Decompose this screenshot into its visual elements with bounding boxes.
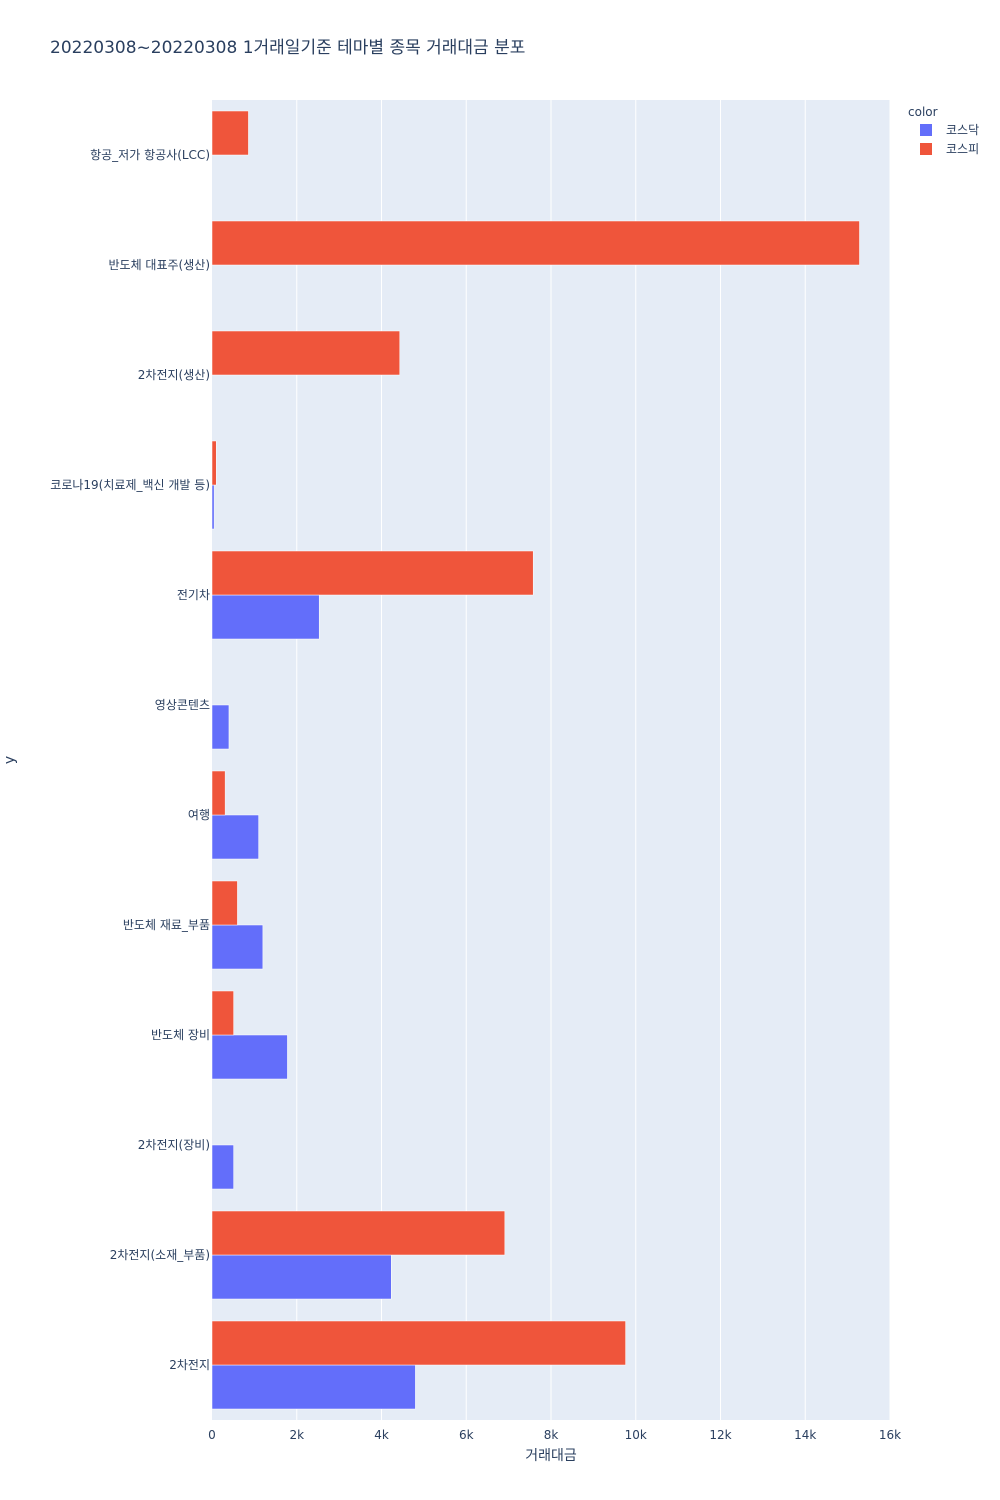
bars bbox=[211, 110, 860, 1410]
legend-swatch[interactable] bbox=[920, 124, 932, 136]
y-tick-label: 코로나19(치료제_백신 개발 등) bbox=[50, 478, 210, 492]
gridlines bbox=[296, 100, 891, 1420]
chart-title: 20220308~20220308 1거래일기준 테마별 종목 거래대금 분포 bbox=[50, 38, 526, 58]
legend-label[interactable]: 코스피 bbox=[946, 142, 979, 156]
x-tick-label: 0 bbox=[208, 1428, 216, 1442]
legend-label[interactable]: 코스닥 bbox=[946, 123, 979, 137]
y-tick-label: 전기차 bbox=[177, 588, 210, 602]
y-tick-label: 2차전지(소재_부품) bbox=[110, 1248, 210, 1262]
y-tick-label: 반도체 장비 bbox=[151, 1028, 210, 1042]
bar-kospi[interactable] bbox=[211, 880, 238, 926]
y-tick-label: 2차전지(장비) bbox=[138, 1138, 210, 1152]
y-tick-label: 반도체 재료_부품 bbox=[123, 918, 210, 932]
bar-kospi[interactable] bbox=[211, 330, 400, 376]
bar-kosdaq[interactable] bbox=[211, 814, 259, 860]
y-axis-ticks: 2차전지 2차전지(소재_부품) 2차전지(장비) 반도체 장비 반도체 재료_부품 여행… bbox=[50, 148, 210, 1372]
bar-kosdaq[interactable] bbox=[211, 594, 320, 640]
x-tick-label: 6k bbox=[459, 1428, 474, 1442]
y-tick-label: 영상콘텐츠 bbox=[155, 698, 210, 712]
x-tick-label: 2k bbox=[289, 1428, 304, 1442]
bar-kosdaq[interactable] bbox=[211, 924, 264, 970]
bar-kospi[interactable] bbox=[211, 1210, 506, 1256]
x-tick-label: 4k bbox=[374, 1428, 389, 1442]
bar-kospi[interactable] bbox=[211, 1320, 626, 1366]
bar-kospi[interactable] bbox=[211, 110, 249, 156]
bar-kospi[interactable] bbox=[211, 550, 534, 596]
x-axis-title: 거래대금 bbox=[525, 1448, 577, 1464]
x-axis-ticks: 0 2k 4k 6k 8k 10k 12k 14k 16k bbox=[208, 1428, 901, 1442]
bar-kosdaq[interactable] bbox=[211, 1034, 288, 1080]
x-tick-label: 8k bbox=[544, 1428, 559, 1442]
y-tick-label: 2차전지 bbox=[169, 1358, 210, 1372]
y-tick-label: 여행 bbox=[188, 807, 210, 822]
bar-kosdaq[interactable] bbox=[211, 704, 230, 750]
bar-kospi[interactable] bbox=[211, 440, 217, 486]
bar-kospi[interactable] bbox=[211, 770, 226, 816]
bar-kospi[interactable] bbox=[211, 220, 860, 266]
x-tick-label: 16k bbox=[879, 1428, 901, 1442]
x-tick-label: 14k bbox=[794, 1428, 816, 1442]
y-tick-label: 항공_저가 항공사(LCC) bbox=[90, 148, 210, 162]
y-tick-label: 2차전지(생산) bbox=[138, 368, 210, 382]
bar-kosdaq[interactable] bbox=[211, 1254, 392, 1300]
bar-kosdaq[interactable] bbox=[211, 484, 215, 530]
bar-kospi[interactable] bbox=[211, 990, 234, 1036]
legend-title: color bbox=[908, 105, 938, 119]
x-tick-label: 10k bbox=[625, 1428, 647, 1442]
x-tick-label: 12k bbox=[709, 1428, 731, 1442]
y-axis-title: y bbox=[2, 756, 18, 764]
legend-swatch[interactable] bbox=[920, 143, 932, 155]
bar-kosdaq[interactable] bbox=[211, 1364, 416, 1410]
y-tick-label: 반도체 대표주(생산) bbox=[109, 258, 211, 272]
bar-kosdaq[interactable] bbox=[211, 1144, 234, 1190]
